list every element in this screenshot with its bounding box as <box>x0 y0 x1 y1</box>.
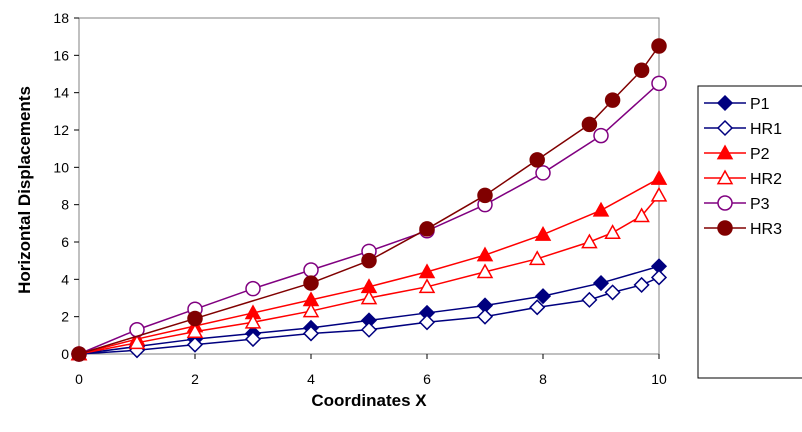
data-point-hr2 <box>650 186 668 202</box>
data-point-p3 <box>303 262 319 278</box>
data-point-hr2 <box>633 207 650 223</box>
x-tick-label: 4 <box>307 371 315 387</box>
data-point-p2 <box>418 263 436 279</box>
data-point-hr3 <box>361 252 377 269</box>
data-point-hr3 <box>303 275 319 291</box>
y-tick-label: 0 <box>61 346 69 362</box>
legend-box <box>697 85 802 379</box>
legend-item-p2: P2 <box>704 144 770 163</box>
legend-marker <box>716 119 734 137</box>
data-point-p2 <box>534 225 552 241</box>
legend: P1 HR1 P2 HR2 P3 HR3 <box>697 85 802 379</box>
data-point-hr3 <box>651 38 667 54</box>
y-tick-label: 14 <box>53 85 69 101</box>
data-point-p2 <box>650 169 668 185</box>
x-axis-title: Coordinates X <box>311 391 427 410</box>
data-point-hr3 <box>187 310 203 327</box>
data-point-hr2 <box>128 334 146 350</box>
data-point-p1 <box>592 275 610 292</box>
legend-label: HR1 <box>750 121 782 138</box>
data-point-hr1 <box>650 269 668 286</box>
data-point-hr2 <box>360 289 378 305</box>
legend-marker <box>717 220 733 236</box>
data-point-hr3 <box>581 116 598 133</box>
y-tick-label: 12 <box>53 122 69 138</box>
data-point-hr1 <box>581 291 598 308</box>
data-point-hr1 <box>476 308 494 325</box>
data-point-hr1 <box>418 314 436 331</box>
y-tick-label: 2 <box>61 309 69 325</box>
data-point-hr1 <box>302 325 320 342</box>
series-hr3 <box>71 38 667 362</box>
data-point-p3 <box>593 127 609 144</box>
data-point-hr2 <box>476 263 494 279</box>
y-tick-label: 16 <box>53 47 69 63</box>
legend-item-p1: P1 <box>704 94 770 113</box>
data-point-hr1 <box>244 331 262 348</box>
series-line-hr3 <box>78 45 660 355</box>
legend-marker <box>716 169 734 185</box>
y-tick-label: 6 <box>61 234 69 250</box>
plot-area-frame <box>78 17 660 355</box>
data-point-hr2 <box>302 302 320 318</box>
legend-label: P3 <box>750 196 770 213</box>
data-point-p2 <box>592 201 610 217</box>
data-point-hr2 <box>244 313 262 329</box>
data-point-hr2 <box>581 233 598 249</box>
legend-label: P2 <box>750 146 770 163</box>
data-point-p1 <box>534 288 552 305</box>
y-tick-label: 4 <box>61 271 69 287</box>
data-point-hr1 <box>633 276 650 293</box>
data-point-hr2 <box>186 323 204 338</box>
data-point-hr2 <box>604 224 621 240</box>
legend-item-hr2: HR2 <box>704 169 782 188</box>
data-point-hr1 <box>604 284 621 301</box>
series-p1 <box>70 258 668 363</box>
legend-item-p3: P3 <box>704 195 770 213</box>
legend-marker <box>716 94 734 112</box>
legend-label: HR3 <box>750 221 782 238</box>
series-group <box>70 38 668 363</box>
data-point-hr1 <box>529 299 546 316</box>
legend-label: HR2 <box>750 171 782 188</box>
data-point-p2 <box>476 246 494 262</box>
y-axis-title: Horizontal Displacements <box>15 86 34 294</box>
data-point-hr3 <box>477 187 493 204</box>
data-point-hr2 <box>528 250 546 266</box>
x-tick-label: 8 <box>539 371 547 387</box>
data-point-hr3 <box>529 152 545 168</box>
legend-marker <box>716 144 734 160</box>
data-point-hr3 <box>71 346 87 362</box>
data-point-hr2 <box>418 278 436 294</box>
x-tick-label: 0 <box>75 371 83 387</box>
data-point-p3 <box>651 75 667 92</box>
axes: 0 2 4 6 8 10 12 14 16 18 0 2 4 6 8 10 <box>53 10 667 387</box>
legend-item-hr1: HR1 <box>704 119 782 138</box>
data-point-hr3 <box>633 62 650 79</box>
y-tick-label: 8 <box>61 197 69 213</box>
data-point-p3 <box>535 165 551 181</box>
legend-label: P1 <box>750 96 770 113</box>
x-tick-label: 6 <box>423 371 431 387</box>
data-point-hr3 <box>604 92 621 108</box>
legend-item-hr3: HR3 <box>704 220 782 238</box>
data-point-hr3 <box>419 221 435 237</box>
data-point-hr1 <box>360 321 378 338</box>
x-tick-label: 2 <box>191 371 199 387</box>
legend-marker <box>717 195 733 211</box>
x-tick-label: 10 <box>651 371 667 387</box>
y-tick-label: 10 <box>53 159 69 175</box>
data-point-hr1 <box>186 336 204 353</box>
data-point-p3 <box>245 280 261 297</box>
y-tick-label: 18 <box>53 10 69 26</box>
